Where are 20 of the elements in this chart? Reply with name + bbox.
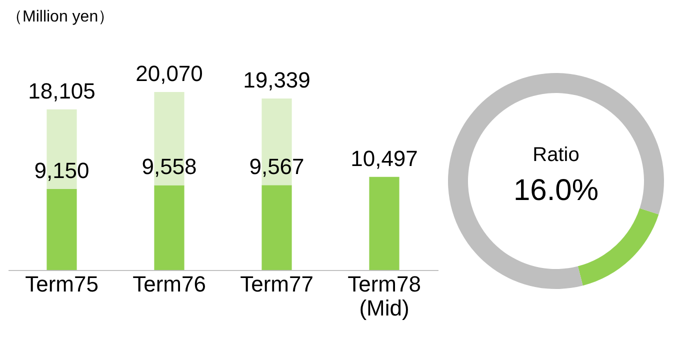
bar xyxy=(154,185,184,270)
total-label: 18,105 xyxy=(28,78,96,104)
text: Ratio xyxy=(532,144,580,166)
x-tick-label: Term75 xyxy=(25,272,98,296)
bar xyxy=(46,188,77,270)
donut-slice xyxy=(578,208,659,286)
x-tick-label: Term76 xyxy=(132,272,206,296)
total-label: 20,070 xyxy=(136,61,203,86)
total-label: 19,339 xyxy=(243,67,310,92)
bar xyxy=(262,185,292,270)
donut-slice xyxy=(448,73,664,289)
text: 16.0% xyxy=(513,174,599,207)
bar xyxy=(369,176,400,270)
y-axis-title: （Million yen） xyxy=(6,8,114,26)
data-label: 9,558 xyxy=(142,154,197,180)
data-label: 9,567 xyxy=(249,154,304,180)
data-label: 10,497 xyxy=(350,146,418,171)
x-tick-label: Term77 xyxy=(240,272,314,296)
x-tick-label: Term78 (Mid) xyxy=(348,272,421,320)
data-label: 9,150 xyxy=(34,158,90,183)
